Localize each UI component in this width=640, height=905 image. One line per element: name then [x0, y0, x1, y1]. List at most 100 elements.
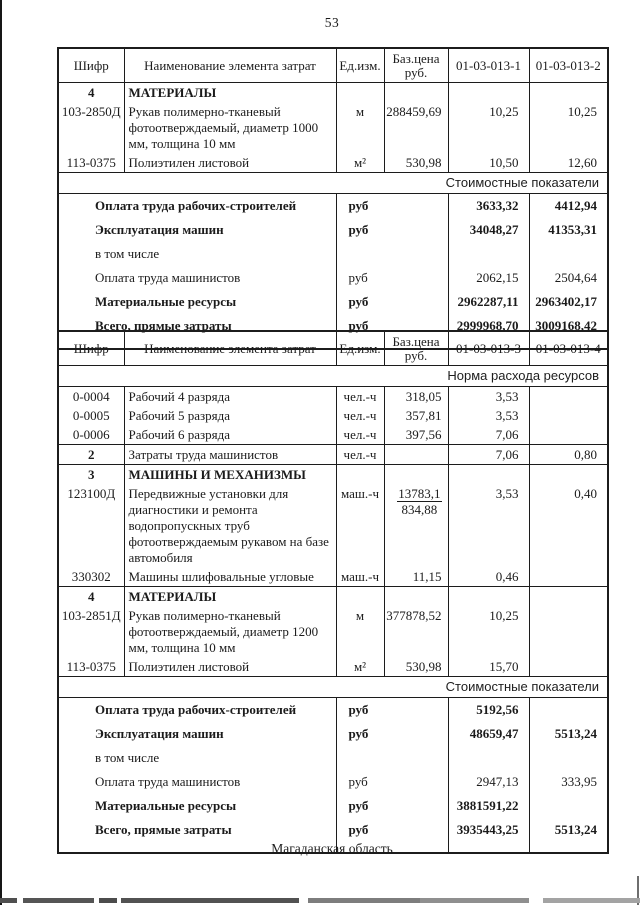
v1-cell: 2962287,11 — [447, 290, 529, 314]
v1-cell: 3,53 — [447, 386, 529, 406]
v2-cell — [528, 794, 608, 818]
v2-cell — [528, 425, 608, 445]
v1-cell: 7,06 — [447, 444, 529, 465]
spacer-row — [58, 842, 608, 853]
v1-cell: 3633,32 — [447, 193, 529, 218]
v1-cell — [447, 586, 529, 606]
scan-bottom-artifact — [0, 898, 640, 903]
summary-row: в том числе — [58, 746, 608, 770]
name-cell: Рукав полимерно-тканевый фотоотверждаемы… — [123, 606, 336, 657]
unit-cell: маш.-ч — [335, 484, 384, 567]
v2-cell — [528, 746, 608, 770]
page-footer: Магаданская область — [271, 841, 393, 856]
name-cell: Оплата труда машинистов — [95, 774, 241, 789]
item-row: 4 МАТЕРИАЛЫ — [58, 586, 608, 606]
section-banner-row: Норма расхода ресурсов — [58, 365, 608, 387]
v2-cell — [528, 606, 608, 657]
v1-cell: 3935443,25 — [447, 818, 529, 842]
name-cell: Оплата труда рабочих-строителей — [95, 198, 297, 213]
v2-cell — [528, 242, 608, 266]
unit-cell: м — [335, 606, 384, 657]
name-cell: МАТЕРИАЛЫ — [123, 586, 336, 606]
summary-row: Материальные ресурсы руб 3881591,22 — [58, 794, 608, 818]
fraction-numerator: 13783,1 — [397, 486, 442, 502]
cost-table: Шифр Наименование элемента затрат Ед.изм. Б… — [57, 47, 609, 350]
v1-cell: 7,06 — [447, 425, 529, 445]
base-cell: 530,98 — [383, 153, 448, 173]
base-cell: 13783,1 834,88 — [383, 484, 448, 567]
spacer-cell — [335, 842, 448, 853]
scan-edge-artifact-left — [0, 0, 2, 905]
header-row: Шифр Наименование элемента затрат Ед.изм. Б… — [57, 330, 609, 366]
code-cell: 103-2851Д — [61, 608, 121, 623]
unit-cell: м — [335, 102, 384, 153]
base-cell — [383, 444, 448, 465]
base-cell: 530,98 — [383, 657, 448, 677]
summary-row: Оплата труда рабочих-строителей руб 3633,3… — [58, 193, 608, 218]
v2-cell: 10,25 — [528, 102, 608, 153]
section-banner-label: Стоимостные показатели — [58, 676, 608, 698]
unit-cell: чел.-ч — [335, 406, 384, 425]
name-cell: Всего, прямые затраты — [95, 822, 232, 837]
name-cell: Оплата труда машинистов — [95, 270, 241, 285]
name-cell: МАШИНЫ И МЕХАНИЗМЫ — [123, 464, 336, 484]
base-cell — [383, 586, 448, 606]
base-cell: 11,15 — [383, 567, 448, 587]
spacer-cell — [447, 842, 529, 853]
name-cell: МАТЕРИАЛЫ — [123, 82, 336, 102]
name-cell: Всего, прямые затраты — [95, 318, 232, 333]
code-cell: 0-0006 — [72, 427, 110, 442]
code-cell: 4 — [58, 586, 124, 606]
v2-cell: 2963402,17 — [528, 290, 608, 314]
v1-cell: 10,25 — [447, 102, 529, 153]
item-row: 330302 Машины шлифовальные угловые маш.-ч 1… — [58, 567, 608, 587]
code-cell: 330302 — [71, 569, 111, 584]
base-price-fraction: 13783,1 834,88 — [397, 486, 442, 517]
v2-cell: 5513,24 — [528, 722, 608, 746]
name-cell: Рабочий 6 разряда — [123, 425, 336, 445]
code-cell: 0-0004 — [72, 389, 110, 404]
code-cell: 113-0375 — [66, 155, 116, 170]
v1-cell — [447, 82, 529, 102]
section-banner-row: Стоимостные показатели — [58, 172, 608, 194]
unit-cell: руб — [335, 266, 448, 290]
unit-cell: руб — [335, 697, 448, 722]
item-row: 0-0004 Рабочий 4 разряда чел.-ч 318,05 3,53 — [58, 386, 608, 406]
name-cell: Оплата труда рабочих-строителей — [95, 702, 297, 717]
code-cell: 0-0005 — [72, 408, 110, 423]
unit-cell: руб — [335, 218, 448, 242]
name-cell: Машины шлифовальные угловые — [123, 567, 336, 587]
unit-cell: руб — [335, 193, 448, 218]
unit-cell — [335, 82, 384, 102]
v1-cell: 34048,27 — [447, 218, 529, 242]
estimate-table-2: Шифр Наименование элемента затрат Ед.изм. Б… — [57, 330, 609, 854]
v1-cell — [447, 746, 529, 770]
code-cell: 2 — [58, 444, 124, 465]
unit-cell: руб — [335, 722, 448, 746]
spacer-cell — [528, 842, 608, 853]
name-cell: Полиэтилен листовой — [123, 153, 336, 173]
v1-cell: 5192,56 — [447, 697, 529, 722]
code-cell: 3 — [58, 464, 124, 484]
v1-cell — [447, 242, 529, 266]
item-row: 123100Д Передвижные установки для диагнос… — [58, 484, 608, 567]
unit-cell — [335, 242, 448, 266]
base-cell: 357,81 — [383, 406, 448, 425]
unit-cell: чел.-ч — [335, 425, 384, 445]
column-header: 01-03-013-1 — [447, 47, 530, 83]
summary-row: в том числе — [58, 242, 608, 266]
cost-table: Шифр Наименование элемента затрат Ед.изм. Б… — [57, 330, 609, 854]
base-cell — [383, 82, 448, 102]
unit-cell: м² — [335, 153, 384, 173]
estimate-table-1: Шифр Наименование элемента затрат Ед.изм. Б… — [57, 47, 609, 350]
summary-row: Оплата труда машинистов руб 2062,15 2504,64 — [58, 266, 608, 290]
v2-cell — [528, 464, 608, 484]
unit-cell — [335, 746, 448, 770]
v1-cell — [447, 464, 529, 484]
unit-cell: чел.-ч — [335, 386, 384, 406]
column-header: 01-03-013-2 — [528, 47, 609, 83]
v2-cell — [528, 386, 608, 406]
summary-row: Эксплуатация машин руб 34048,27 41353,31 — [58, 218, 608, 242]
column-header: Ед.изм. — [335, 47, 385, 83]
